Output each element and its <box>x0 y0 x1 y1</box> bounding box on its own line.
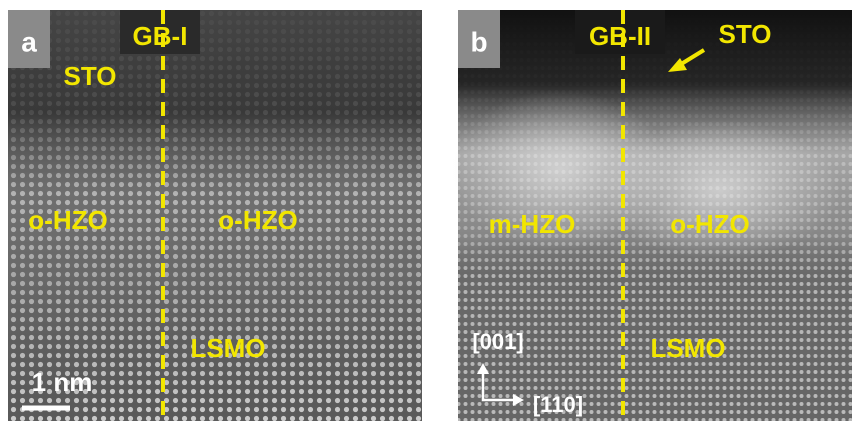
annotation: STO <box>64 61 117 91</box>
annotation: o-HZO <box>670 209 749 239</box>
micrograph-shading <box>8 10 422 421</box>
annotation: o-HZO <box>218 205 297 235</box>
panel-b: b GB-II STO m-HZO o-HZO LSMO [001] [110] <box>450 10 852 421</box>
panel-label: a <box>21 26 37 57</box>
annotation: LSMO <box>650 333 725 363</box>
label-box <box>575 10 665 54</box>
pointer-arrowhead <box>668 58 687 72</box>
label-box <box>8 10 50 68</box>
axis-label: [001] <box>472 329 523 354</box>
arrowhead <box>477 363 489 374</box>
panel-a: a GB-I STO o-HZO o-HZO LSMO 1 nm <box>8 10 422 421</box>
panel-label: b <box>470 26 487 57</box>
boundary-label: GB-II <box>589 21 651 51</box>
scale-bar-label: 1 nm <box>32 367 93 397</box>
axis-label: [110] <box>533 392 583 417</box>
annotation: m-HZO <box>489 209 576 239</box>
label-box <box>458 10 500 68</box>
boundary-label: GB-I <box>133 21 188 51</box>
axis-arrows <box>481 372 515 402</box>
label-box <box>120 10 200 54</box>
annotation: STO <box>719 19 772 49</box>
micrograph-shading <box>600 120 840 260</box>
annotation: o-HZO <box>28 205 107 235</box>
arrowhead <box>513 394 524 406</box>
annotation: LSMO <box>190 333 265 363</box>
